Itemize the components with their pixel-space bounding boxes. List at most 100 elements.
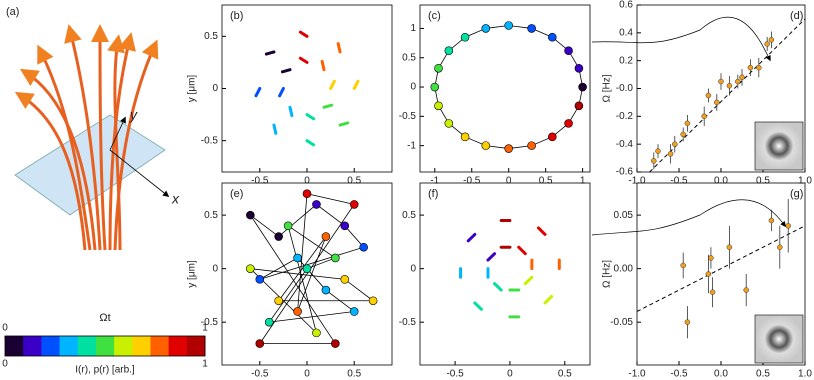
- trajectory-point: [340, 275, 350, 284]
- y-tick-label: -0.0: [616, 83, 634, 94]
- trajectory-point: [264, 317, 274, 327]
- plot-frame: [419, 4, 591, 173]
- data-point: [684, 120, 691, 127]
- colorbar-tick-label: 1: [202, 359, 208, 370]
- colorbar-segment: [95, 336, 115, 356]
- trajectory-point: [312, 328, 321, 338]
- colorbar-tick-label: 0: [2, 323, 8, 334]
- data-point: [735, 78, 741, 85]
- vector-arrow: [264, 50, 276, 56]
- x-tick-label: 0.5: [756, 176, 770, 187]
- x-tick-label: 0: [506, 176, 512, 187]
- trajectory-point: [527, 24, 536, 33]
- illustration: [14, 24, 170, 251]
- y-tick-label: 0.05: [614, 210, 634, 221]
- panel-label: (a): [6, 6, 19, 18]
- vector-arrow: [254, 87, 262, 98]
- x-tick-label: 1.0: [798, 176, 812, 187]
- plot-frame: [636, 4, 806, 173]
- y-axis-label: y [μm]: [187, 260, 198, 288]
- trajectory-point: [481, 24, 491, 33]
- x-tick-label: 0.5: [347, 369, 361, 380]
- data-point: [705, 92, 712, 99]
- trajectory-point: [283, 221, 293, 231]
- trajectory-point: [434, 101, 443, 111]
- data-point: [756, 64, 762, 71]
- data-point: [768, 37, 775, 43]
- data-point: [714, 99, 720, 106]
- vector-arrow: [305, 113, 316, 121]
- vector-arrow: [486, 252, 497, 262]
- colorbar-tick-label: 1: [202, 323, 208, 334]
- trajectory-point: [321, 232, 331, 241]
- trajectory-point: [359, 242, 368, 252]
- x-tick-label: -0.5: [251, 176, 269, 187]
- trajectory-point: [578, 82, 587, 92]
- trajectory-point: [564, 46, 573, 56]
- vector-arrow: [543, 294, 554, 305]
- plot-area: -1 -0.5 0 0.5 1 -1 -0.5 0 0.5 1: [399, 4, 591, 187]
- vector-arrow: [329, 79, 336, 90]
- x-tick-label: 0: [304, 176, 310, 187]
- x-tick-label: 0.5: [756, 369, 770, 380]
- trajectory-point: [430, 82, 440, 92]
- trajectory-point: [293, 253, 302, 263]
- y-tick-label: -0.5: [201, 317, 219, 328]
- y-tick-label: 0: [212, 263, 218, 274]
- trajectory-point: [434, 63, 443, 73]
- plot-area: -1.0 -0.5 0.0 0.5 1.0 -0.6 -0.4 -0.2 -0.0 0.2 0.4 0…: [602, 0, 813, 187]
- vector-arrow: [338, 121, 350, 127]
- data-point: [705, 271, 712, 277]
- vector-arrow: [272, 123, 278, 135]
- data-point: [785, 223, 791, 229]
- fit-line: [636, 225, 806, 312]
- trajectory-point: [444, 46, 454, 56]
- colorbar-title: Ωt: [99, 312, 110, 324]
- trajectory-point: [255, 275, 265, 284]
- y-tick-label: 0: [410, 263, 416, 274]
- trajectory-point: [274, 296, 283, 306]
- y-tick-label: 0.6: [619, 0, 633, 11]
- colorbar-segment: [186, 336, 206, 356]
- vector-arrow: [352, 79, 360, 90]
- vector-arrow: [298, 56, 309, 64]
- trajectory-point: [302, 264, 312, 273]
- plot-frame: [636, 182, 806, 366]
- y-axis-label: Ω [Hz]: [602, 74, 613, 102]
- data-point: [718, 78, 724, 85]
- x-tick-label: -0.5: [670, 176, 688, 187]
- data-point: [708, 255, 714, 261]
- trajectory-line: [434, 25, 584, 149]
- y-tick-label: 0.5: [402, 52, 416, 63]
- trajectory-point: [574, 63, 584, 73]
- trajectory-point: [349, 307, 359, 316]
- x-tick-label: 0.5: [558, 369, 572, 380]
- y-tick-label: 0: [212, 83, 218, 94]
- vector-arrow: [320, 59, 326, 72]
- data-point: [768, 217, 775, 224]
- y-tick-label: 1: [410, 23, 416, 34]
- colorbar-segment: [77, 336, 97, 356]
- trajectory-point: [274, 232, 283, 241]
- colorbar-segment: [150, 336, 170, 356]
- x-tick-label: 0.0: [714, 176, 728, 187]
- trajectory-point: [368, 296, 378, 306]
- trajectory-point: [504, 144, 513, 153]
- vector-arrow: [466, 232, 477, 243]
- data-point: [672, 141, 678, 147]
- y-axis-label: Ω [Hz]: [602, 260, 613, 288]
- colorbar-segment: [114, 336, 133, 356]
- vector-arrow: [288, 105, 294, 118]
- data-point: [680, 262, 686, 269]
- colorbar-frame: [4, 335, 206, 357]
- y-tick-label: -0.4: [616, 139, 634, 150]
- panel-label: (d): [790, 10, 803, 22]
- panel-label: (e): [230, 188, 243, 200]
- plot-area: -0.500.5-0.500.5x [μm]: [399, 182, 591, 380]
- y-tick-label: 0.00: [614, 263, 634, 274]
- panel-label: (c): [428, 10, 441, 22]
- trajectory-point: [340, 221, 350, 231]
- vector-arrow: [473, 301, 483, 311]
- panel-label: (b): [230, 10, 243, 22]
